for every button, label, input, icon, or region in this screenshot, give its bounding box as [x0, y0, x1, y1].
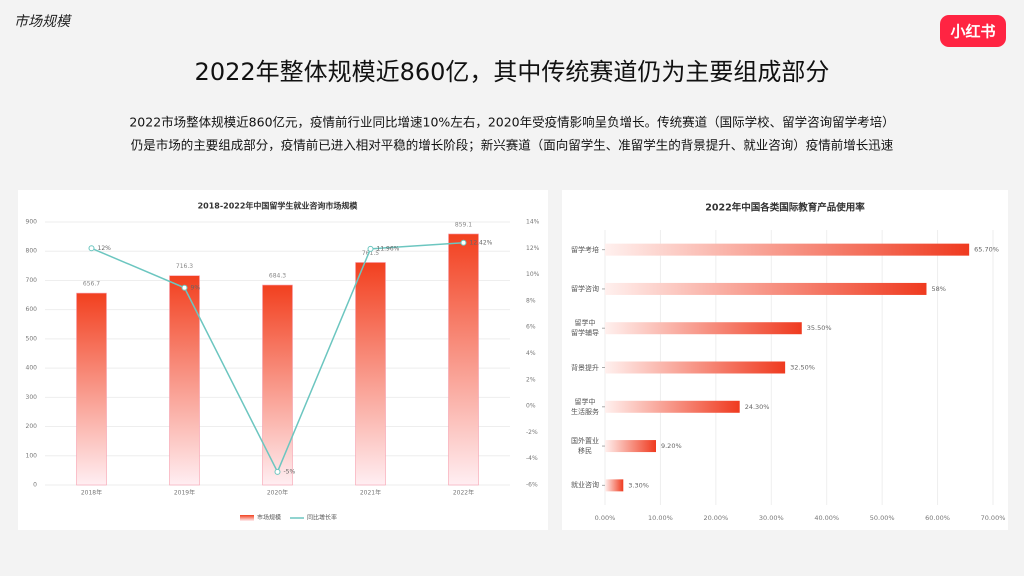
- y-tick-label: 0: [33, 482, 37, 489]
- y2-tick-label: 6%: [526, 324, 536, 331]
- bar: [169, 275, 200, 486]
- line-point: [367, 245, 374, 252]
- line-point: [181, 284, 188, 291]
- x-tick-label: 60.00%: [925, 514, 950, 522]
- y-tick-label: 就业咨询: [571, 481, 599, 490]
- y-tick-label: 200: [26, 423, 38, 430]
- bar: [76, 292, 107, 486]
- bar: [355, 262, 386, 486]
- line-point: [460, 239, 467, 246]
- x-tick-label: 10.00%: [648, 514, 673, 522]
- y2-tick-label: 8%: [526, 297, 536, 304]
- bar: [605, 282, 927, 295]
- y-tick-label: 留学中 留学辅导: [571, 319, 599, 338]
- bar-value-label: 65.70%: [974, 246, 999, 254]
- y2-tick-label: 4%: [526, 350, 536, 357]
- bar-value-label: 35.50%: [807, 324, 832, 332]
- y-tick-label: 背景提升: [571, 363, 599, 372]
- line-value-label: 11.96%: [377, 245, 400, 252]
- line-value-label: 9%: [191, 284, 201, 291]
- bar: [605, 322, 802, 335]
- bar-value-label: 9.20%: [661, 442, 682, 450]
- y-tick-label: 600: [26, 306, 38, 313]
- logo-bg: [940, 15, 1006, 47]
- bar-value-label: 3.30%: [628, 481, 649, 489]
- y-tick-label: 700: [26, 277, 38, 284]
- y-tick-label: 留学咨询: [571, 284, 599, 293]
- line-point: [274, 468, 281, 475]
- section-label: 市场规模: [14, 14, 72, 30]
- y2-tick-label: -2%: [526, 429, 538, 436]
- y-tick-label: 800: [26, 248, 38, 255]
- bar: [605, 400, 740, 413]
- bar: [605, 361, 786, 374]
- bar: [605, 479, 624, 492]
- bar-value-label: 761.5: [362, 250, 379, 257]
- y2-tick-label: 12%: [526, 245, 540, 252]
- line-point: [88, 245, 95, 252]
- y-tick-label: 100: [26, 452, 38, 459]
- y-tick-label: 900: [26, 219, 38, 226]
- y2-tick-label: 0%: [526, 403, 536, 410]
- bar-value-label: 716.3: [176, 263, 193, 270]
- y2-tick-label: 14%: [526, 219, 540, 226]
- y2-tick-label: 2%: [526, 376, 536, 383]
- description-line: 2022市场整体规模近860亿元，疫情前行业同比增速10%左右，2020年受疫情…: [129, 115, 894, 130]
- legend-label: 市场规模: [257, 514, 281, 522]
- x-tick-label: 2020年: [267, 489, 288, 497]
- y-tick-label: 留学考培: [571, 245, 599, 254]
- description-line: 仍是市场的主要组成部分，疫情前已进入相对平稳的增长阶段；新兴赛道（面向留学生、准…: [131, 138, 894, 153]
- y-tick-label: 国外置业 移民: [571, 437, 599, 456]
- y-tick-label: 500: [26, 335, 38, 342]
- y-tick-label: 400: [26, 365, 38, 372]
- x-tick-label: 50.00%: [870, 514, 895, 522]
- y2-tick-label: -6%: [526, 482, 538, 489]
- x-tick-label: 2022年: [453, 489, 474, 497]
- chart-title: 2022年中国各类国际教育产品使用率: [705, 202, 865, 214]
- card: [562, 190, 1008, 530]
- x-tick-label: 0.00%: [595, 514, 616, 522]
- logo: 小红书: [950, 23, 995, 41]
- x-tick-label: 40.00%: [814, 514, 839, 522]
- bar-value-label: 58%: [931, 285, 945, 293]
- x-tick-label: 2018年: [81, 489, 102, 497]
- y-tick-label: 留学中 生活服务: [571, 397, 599, 416]
- bar: [448, 233, 479, 486]
- page-title: 2022年整体规模近860亿，其中传统赛道仍为主要组成部分: [195, 58, 830, 86]
- bar: [605, 440, 656, 453]
- legend-swatch: [240, 515, 254, 521]
- x-tick-label: 70.00%: [981, 514, 1006, 522]
- x-tick-label: 20.00%: [703, 514, 728, 522]
- line-value-label: 12%: [98, 245, 112, 252]
- y-tick-label: 300: [26, 394, 38, 401]
- x-tick-label: 2021年: [360, 489, 381, 497]
- legend-label: 同比增长率: [307, 514, 337, 522]
- chart-title: 2018-2022年中国留学生就业咨询市场规模: [198, 201, 359, 211]
- line-value-label: -5%: [284, 468, 296, 475]
- bar: [605, 243, 970, 256]
- bar-value-label: 859.1: [455, 221, 472, 228]
- x-tick-label: 2019年: [174, 489, 195, 497]
- x-tick-label: 30.00%: [759, 514, 784, 522]
- bar-value-label: 684.3: [269, 273, 286, 280]
- line-value-label: 12.42%: [470, 239, 493, 246]
- bar: [262, 284, 293, 486]
- y2-tick-label: 10%: [526, 271, 540, 278]
- bar-value-label: 24.30%: [745, 403, 770, 411]
- bar-value-label: 656.7: [83, 281, 100, 288]
- bar-value-label: 32.50%: [790, 364, 815, 372]
- y2-tick-label: -4%: [526, 455, 538, 462]
